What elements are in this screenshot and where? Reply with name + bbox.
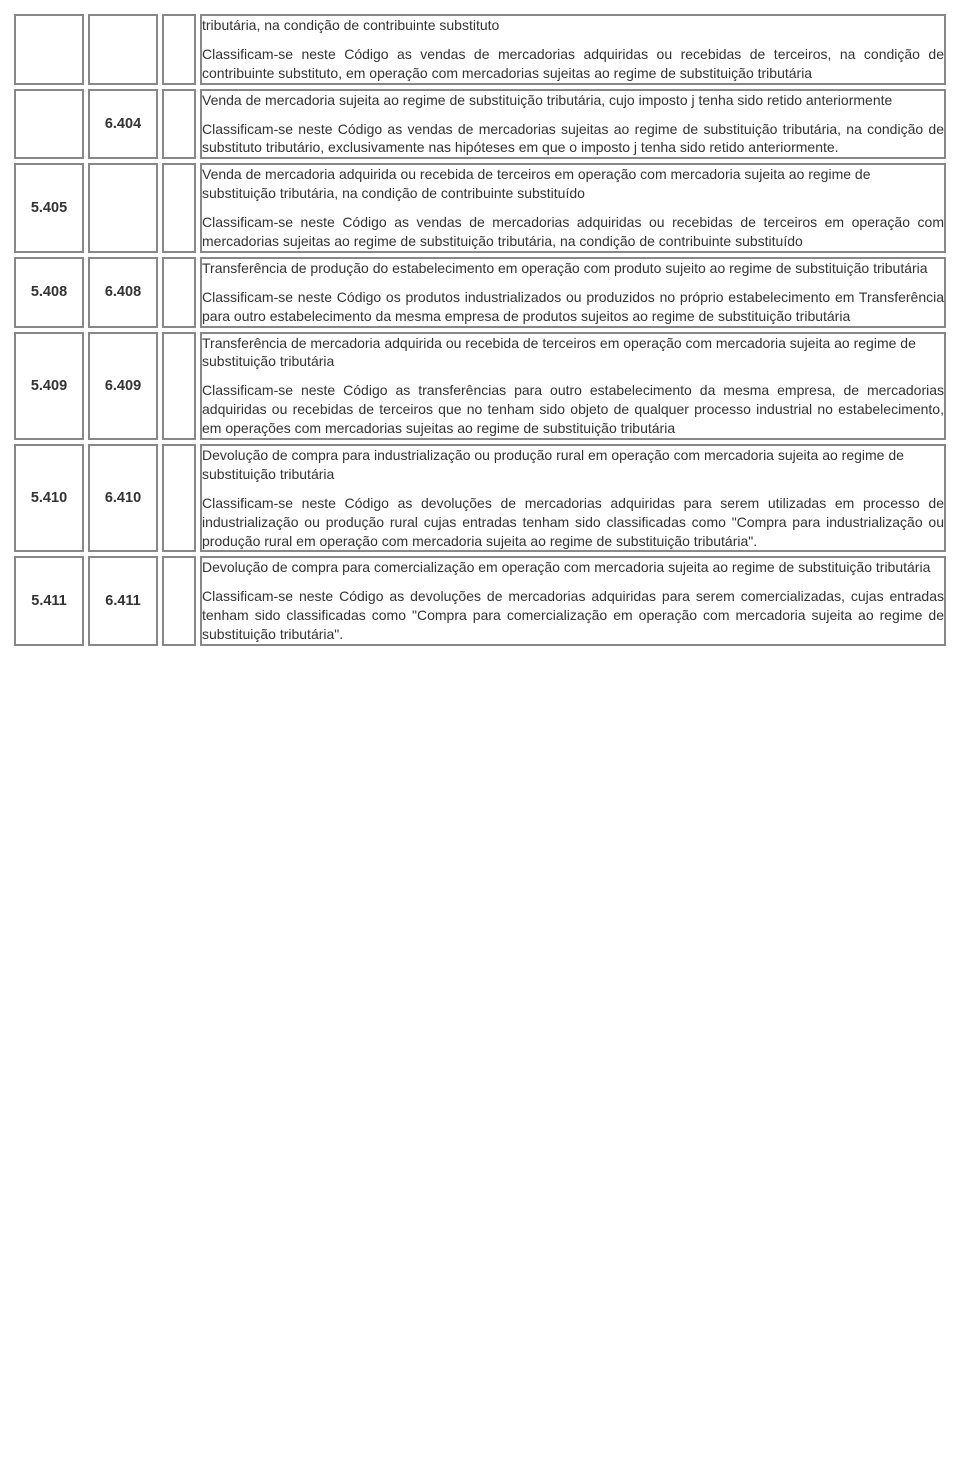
row-body: Classificam-se neste Código as vendas de… [202,45,944,83]
code-col2 [88,163,158,253]
gap-col [162,14,196,85]
description-cell: Venda de mercadoria sujeita ao regime de… [200,89,946,160]
description-cell: Transferência de mercadoria adquirida ou… [200,332,946,440]
gap-col [162,332,196,440]
code-col1 [14,89,84,160]
description-cell: Devolução de compra para comercialização… [200,556,946,646]
row-body: Classificam-se neste Código as devoluçõe… [202,587,944,644]
row-title: tributária, na condição de contribuinte … [202,16,944,35]
description-cell: Transferência de produção do estabelecim… [200,257,946,328]
row-title: Devolução de compra para industrializaçã… [202,446,944,484]
table-row: tributária, na condição de contribuinte … [14,14,946,85]
code-col2: 6.409 [88,332,158,440]
code-col2 [88,14,158,85]
row-title: Transferência de mercadoria adquirida ou… [202,334,944,372]
description-cell: Devolução de compra para industrializaçã… [200,444,946,552]
row-body: Classificam-se neste Código os produtos … [202,288,944,326]
table-row: 5.409 6.409 Transferência de mercadoria … [14,332,946,440]
code-col2: 6.404 [88,89,158,160]
table-row: 5.410 6.410 Devolução de compra para ind… [14,444,946,552]
row-title: Venda de mercadoria adquirida ou recebid… [202,165,944,203]
gap-col [162,257,196,328]
code-col1: 5.408 [14,257,84,328]
description-cell: Venda de mercadoria adquirida ou recebid… [200,163,946,253]
code-col1: 5.411 [14,556,84,646]
table-row: 5.405 Venda de mercadoria adquirida ou r… [14,163,946,253]
code-col1: 5.405 [14,163,84,253]
row-title: Devolução de compra para comercialização… [202,558,944,577]
table-row: 6.404 Venda de mercadoria sujeita ao reg… [14,89,946,160]
code-col2: 6.411 [88,556,158,646]
cfop-table: tributária, na condição de contribuinte … [10,10,950,650]
row-title: Transferência de produção do estabelecim… [202,259,944,278]
code-col2: 6.408 [88,257,158,328]
row-body: Classificam-se neste Código as devoluçõe… [202,494,944,551]
code-col2: 6.410 [88,444,158,552]
gap-col [162,444,196,552]
table-row: 5.408 6.408 Transferência de produção do… [14,257,946,328]
row-body: Classificam-se neste Código as transferê… [202,381,944,438]
code-col1: 5.410 [14,444,84,552]
row-body: Classificam-se neste Código as vendas de… [202,120,944,158]
row-body: Classificam-se neste Código as vendas de… [202,213,944,251]
code-col1 [14,14,84,85]
gap-col [162,556,196,646]
gap-col [162,163,196,253]
gap-col [162,89,196,160]
description-cell: tributária, na condição de contribuinte … [200,14,946,85]
table-row: 5.411 6.411 Devolução de compra para com… [14,556,946,646]
row-title: Venda de mercadoria sujeita ao regime de… [202,91,944,110]
code-col1: 5.409 [14,332,84,440]
